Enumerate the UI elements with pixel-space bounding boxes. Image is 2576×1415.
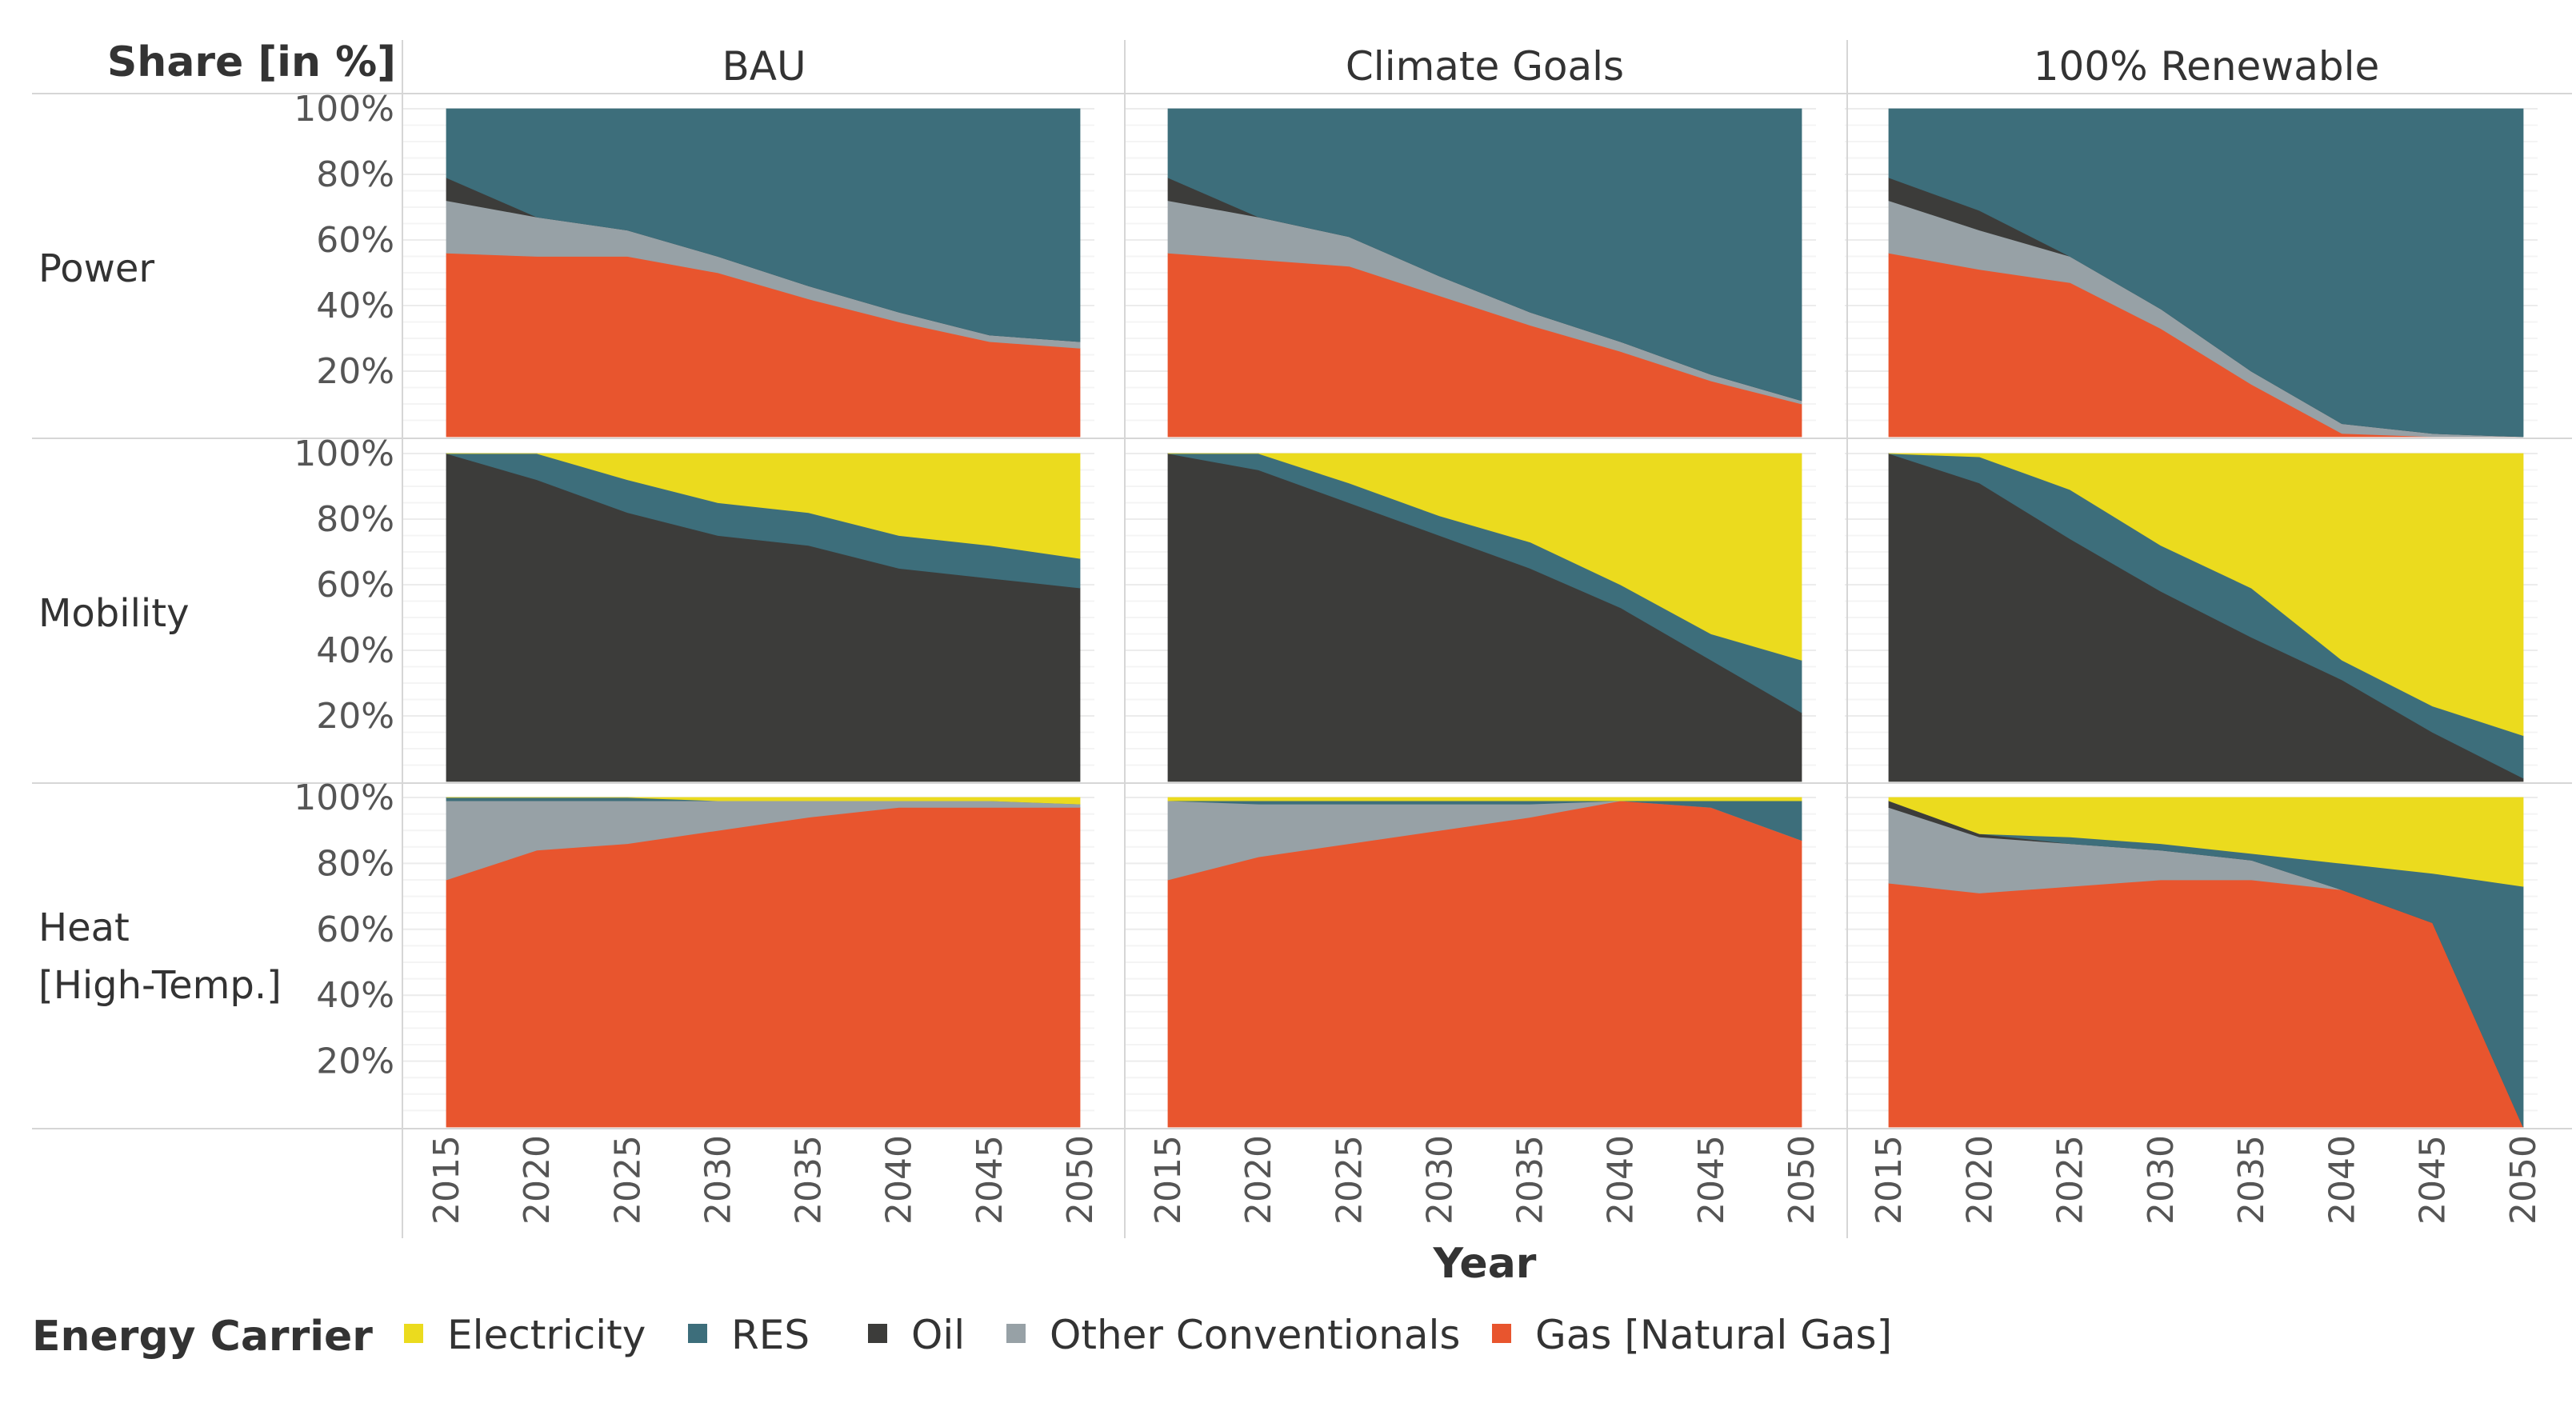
area-gas [446,807,1081,1128]
x-tick-label: 2030 [2141,1135,2182,1225]
row-label-heat: Heat [38,905,130,950]
legend-swatch [868,1324,887,1343]
facet-dividers [32,40,2572,1238]
panel-2-0 [402,797,1094,1128]
legend-swatch [404,1324,423,1343]
row-label-heat-line2: [High-Temp.] [38,963,282,1008]
legend-swatch [1006,1324,1026,1343]
area-elec [1168,453,1802,661]
legend-title: Energy Carrier [32,1313,373,1361]
x-tick-label: 2020 [1238,1135,1279,1225]
y-tick-label: 100% [294,777,394,818]
x-tick-label: 2045 [1691,1135,1732,1225]
area-elec [446,453,1081,559]
legend-swatch [688,1324,707,1343]
y-tick-label: 80% [316,499,394,540]
area-res [446,108,1081,342]
x-tick-label: 2015 [1869,1135,1910,1225]
area-elec [1167,797,1802,801]
legend-label: Other Conventionals [1050,1312,1460,1358]
legend-label: Electricity [447,1312,646,1358]
y-tick-label: 40% [316,975,394,1016]
x-tick-label: 2035 [789,1135,830,1225]
panel-2-2 [1845,797,2538,1128]
row-label-power: Power [38,246,154,291]
row-label-mobility: Mobility [38,591,189,636]
x-tick-label: 2050 [2503,1135,2544,1225]
area-res [1888,108,2524,438]
legend-label: Oil [911,1312,965,1358]
y-tick-labels: 100% 80% 60% 40% 20% 100% 80% 60% 40% 20% 100% 80% 6… [294,89,394,1082]
legend-label: RES [731,1312,810,1358]
x-tick-label: 2040 [879,1135,920,1225]
panel-1-1 [1124,453,1816,782]
x-tick-label: 2040 [2322,1135,2362,1225]
x-tick-labels: 2015 2020 2025 2030 2035 2040 2045 2050 2015 2020… [426,1135,2544,1225]
panel-0-2 [1845,108,2538,438]
x-tick-label: 2025 [1329,1135,1370,1225]
y-tick-label: 100% [294,434,394,474]
y-tick-label: 100% [294,89,394,130]
x-tick-label: 2015 [426,1135,467,1225]
x-tick-label: 2035 [2231,1135,2272,1225]
y-axis-title: Share [in %] [107,38,396,86]
y-tick-label: 80% [316,843,394,884]
y-tick-label: 60% [316,220,394,261]
plot-panels [402,108,2538,1128]
x-tick-label: 2035 [1510,1135,1551,1225]
area-res [1167,108,1802,402]
panel-2-1 [1124,797,1816,1128]
legend: Energy Carrier Electricity RES Oil Other Co… [32,1312,1892,1361]
x-tick-label: 2045 [970,1135,1010,1225]
x-tick-label: 2040 [1601,1135,1642,1225]
x-tick-label: 2020 [517,1135,558,1225]
y-tick-label: 40% [316,286,394,326]
column-header-climate-goals: Climate Goals [1346,43,1624,90]
y-tick-label: 20% [316,351,394,392]
panel-0-1 [1124,108,1816,438]
column-header-bau: BAU [722,43,806,90]
legend-item-res: RES [688,1312,810,1358]
legend-item-oil: Oil [868,1312,965,1358]
panel-0-0 [402,108,1094,438]
panel-1-2 [1845,453,2538,782]
x-tick-label: 2030 [1419,1135,1460,1225]
column-header-100-renewable: 100% Renewable [2034,43,2379,90]
legend-item-gas: Gas [Natural Gas] [1492,1312,1892,1358]
y-tick-label: 80% [316,154,394,195]
y-tick-label: 20% [316,696,394,737]
x-tick-label: 2050 [1782,1135,1822,1225]
legend-item-other: Other Conventionals [1006,1312,1460,1358]
x-tick-label: 2025 [607,1135,648,1225]
x-tick-label: 2045 [2413,1135,2454,1225]
x-axis-title: Year [1433,1240,1537,1288]
y-tick-label: 60% [316,565,394,606]
legend-swatch [1492,1324,1511,1343]
area-elec [1888,453,2524,737]
x-tick-label: 2050 [1060,1135,1101,1225]
y-tick-label: 40% [316,630,394,671]
area-elec [446,797,1081,805]
y-tick-label: 20% [316,1041,394,1082]
x-tick-label: 2015 [1148,1135,1189,1225]
legend-item-elec: Electricity [404,1312,646,1358]
x-tick-label: 2025 [2050,1135,2091,1225]
chart-labels: Share [in %] Year BAU Climate Goals 100%… [38,38,2379,1288]
area-elec [1888,797,2524,887]
x-tick-label: 2020 [1959,1135,2000,1225]
y-tick-label: 60% [316,909,394,950]
panel-1-0 [402,453,1094,782]
x-tick-label: 2030 [698,1135,738,1225]
legend-label: Gas [Natural Gas] [1535,1312,1892,1358]
